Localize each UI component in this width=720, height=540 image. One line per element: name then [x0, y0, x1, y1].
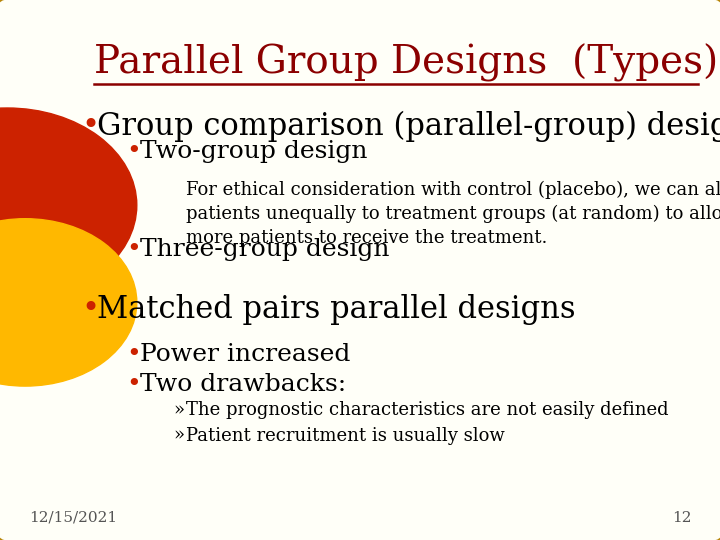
- Text: Two-group design: Two-group design: [140, 140, 368, 164]
- Text: Patient recruitment is usually slow: Patient recruitment is usually slow: [186, 427, 505, 444]
- Text: Power increased: Power increased: [140, 343, 351, 366]
- Text: Three-group design: Three-group design: [140, 238, 390, 261]
- Text: 12: 12: [672, 511, 691, 525]
- Circle shape: [0, 219, 137, 386]
- Text: •: •: [126, 140, 140, 164]
- Text: Group comparison (parallel-group) design: Group comparison (parallel-group) design: [97, 111, 720, 142]
- Text: •: •: [81, 111, 99, 141]
- Circle shape: [0, 108, 137, 302]
- Text: For ethical consideration with control (placebo), we can allocate
patients unequ: For ethical consideration with control (…: [186, 181, 720, 247]
- Text: •: •: [126, 343, 140, 366]
- Text: •: •: [81, 294, 99, 325]
- Text: •: •: [126, 238, 140, 261]
- Text: Two drawbacks:: Two drawbacks:: [140, 373, 346, 396]
- Text: »: »: [173, 401, 184, 419]
- Text: Parallel Group Designs  (Types): Parallel Group Designs (Types): [94, 43, 718, 82]
- Text: Matched pairs parallel designs: Matched pairs parallel designs: [97, 294, 576, 325]
- Text: The prognostic characteristics are not easily defined: The prognostic characteristics are not e…: [186, 401, 668, 419]
- Text: •: •: [126, 373, 140, 396]
- Text: »: »: [173, 427, 184, 444]
- Text: 12/15/2021: 12/15/2021: [29, 511, 117, 525]
